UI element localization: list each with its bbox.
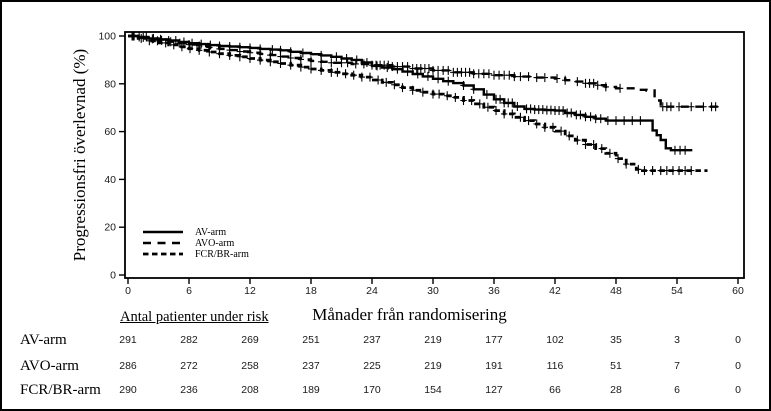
risk-count: 290 xyxy=(119,384,137,396)
risk-count: 0 xyxy=(735,360,741,372)
x-axis-title: Månader från randomisering xyxy=(312,305,507,324)
risk-count: 189 xyxy=(302,384,320,396)
legend-label: AVO-arm xyxy=(195,237,235,249)
risk-count: 282 xyxy=(180,334,198,346)
dense-dash-line-icon xyxy=(143,252,183,256)
risk-count: 237 xyxy=(302,360,320,372)
risk-count: 3 xyxy=(674,334,680,346)
legend-item-fcr-br-arm: FCR/BR-arm xyxy=(142,248,249,260)
risk-row-label-avo-arm: AVO-arm xyxy=(20,358,79,374)
risk-row-label-av-arm: AV-arm xyxy=(20,332,67,348)
x-tick-label: 12 xyxy=(244,285,256,297)
x-tick-label: 42 xyxy=(549,285,561,297)
risk-count: 28 xyxy=(610,384,622,396)
survival-curve xyxy=(128,34,708,172)
censor-marks xyxy=(129,31,695,176)
risk-count: 237 xyxy=(363,334,381,346)
risk-count: 0 xyxy=(735,384,741,396)
risk-count: 154 xyxy=(424,384,442,396)
risk-count: 35 xyxy=(610,334,622,346)
risk-count: 127 xyxy=(485,384,503,396)
legend-label: FCR/BR-arm xyxy=(195,248,249,260)
y-tick-label: 0 xyxy=(110,270,116,282)
legend-item-avo-arm: AVO-arm xyxy=(142,237,249,249)
y-tick-label: 80 xyxy=(104,78,116,90)
risk-count: 225 xyxy=(363,360,381,372)
series-fcr-br-arm xyxy=(128,31,708,176)
risk-count: 6 xyxy=(674,384,680,396)
risk-count: 66 xyxy=(549,384,561,396)
x-axis: 0 6 12 18 24 30 36 42 48 54 60 xyxy=(125,278,744,297)
risk-count: 251 xyxy=(302,334,320,346)
risk-count: 219 xyxy=(424,334,442,346)
risk-count: 170 xyxy=(363,384,381,396)
legend-label: AV-arm xyxy=(195,226,227,238)
risk-count: 236 xyxy=(180,384,198,396)
risk-count: 269 xyxy=(241,334,259,346)
risk-count: 102 xyxy=(546,334,564,346)
risk-count: 116 xyxy=(546,360,564,372)
x-tick-label: 54 xyxy=(671,285,683,297)
legend: AV-arm AVO-arm FCR/BR-arm xyxy=(142,226,249,260)
risk-count: 286 xyxy=(119,360,137,372)
censor-marks xyxy=(130,31,719,112)
x-tick-label: 24 xyxy=(366,285,378,297)
solid-line-icon xyxy=(143,230,183,234)
long-dash-line-icon xyxy=(143,241,183,245)
censor-marks xyxy=(128,31,689,155)
y-tick-label: 100 xyxy=(98,31,116,43)
risk-table-header: Antal patienter under risk xyxy=(120,309,269,325)
x-tick-label: 48 xyxy=(610,285,622,297)
risk-count: 51 xyxy=(610,360,622,372)
risk-count: 208 xyxy=(241,384,259,396)
y-axis: 0 20 40 60 80 100 xyxy=(98,31,125,282)
x-tick-label: 18 xyxy=(305,285,317,297)
x-tick-label: 30 xyxy=(427,285,439,297)
x-tick-label: 36 xyxy=(488,285,500,297)
risk-count: 272 xyxy=(180,360,198,372)
legend-item-av-arm: AV-arm xyxy=(142,226,249,238)
risk-row-label-fcr-br-arm: FCR/BR-arm xyxy=(20,382,101,398)
x-tick-label: 6 xyxy=(186,285,192,297)
risk-count: 7 xyxy=(674,360,680,372)
x-tick-label: 60 xyxy=(732,285,744,297)
risk-count: 191 xyxy=(485,360,503,372)
risk-count: 0 xyxy=(735,334,741,346)
y-tick-label: 40 xyxy=(104,174,116,186)
risk-count: 291 xyxy=(119,334,137,346)
y-tick-label: 60 xyxy=(104,126,116,138)
y-tick-label: 20 xyxy=(104,222,116,234)
plot-frame xyxy=(124,31,745,279)
risk-count: 177 xyxy=(485,334,503,346)
series-avo-arm xyxy=(128,31,720,112)
series-av-arm xyxy=(128,31,693,155)
survival-curve xyxy=(128,34,720,108)
risk-count: 219 xyxy=(424,360,442,372)
risk-count: 258 xyxy=(241,360,259,372)
x-tick-label: 0 xyxy=(125,285,131,297)
